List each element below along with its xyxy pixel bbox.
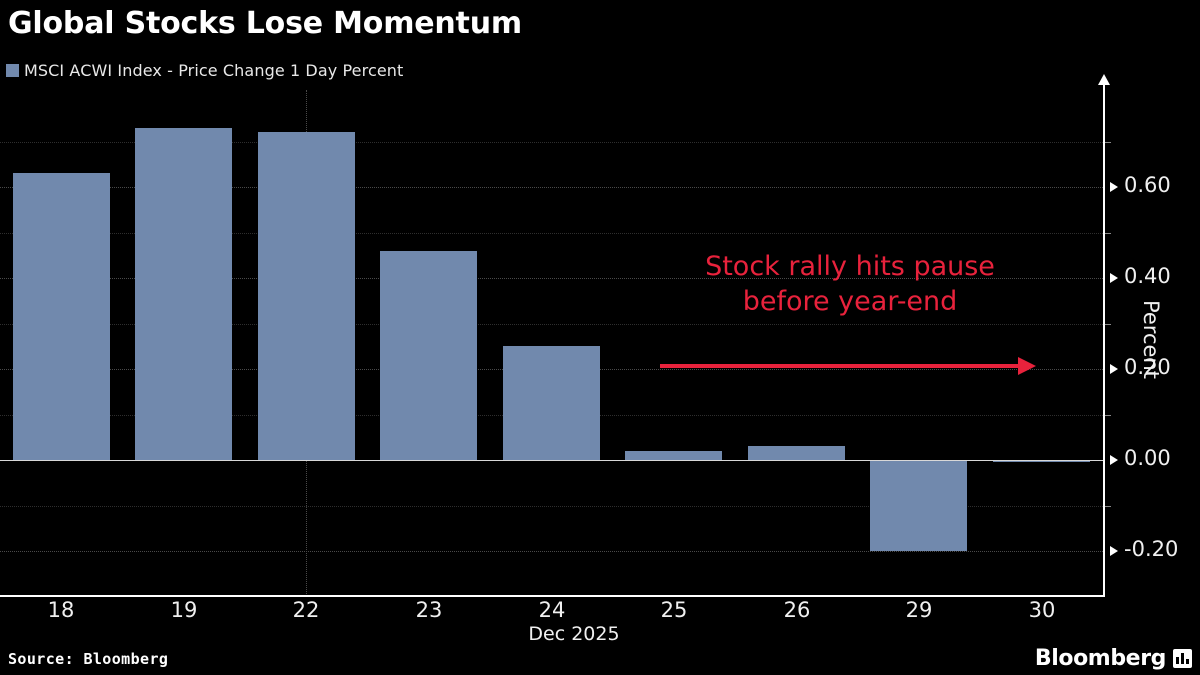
x-tick-label-23: 23 <box>415 598 443 622</box>
x-tick-label-26: 26 <box>783 598 811 622</box>
gridline-minor <box>0 505 1103 507</box>
source-credit: Source: Bloomberg <box>8 650 169 668</box>
y-tick-label: 0.20 <box>1124 355 1171 379</box>
annotation-line-2: before year-end <box>742 286 958 317</box>
legend-swatch-icon <box>6 63 19 77</box>
bar-29[interactable] <box>870 460 967 551</box>
y-axis-arrow-icon <box>1098 74 1110 85</box>
x-tick-label-25: 25 <box>660 598 688 622</box>
bar-18[interactable] <box>13 173 110 460</box>
y-tick-arrow-icon <box>1110 364 1118 374</box>
bar-30[interactable] <box>993 460 1090 462</box>
bloomberg-brand: Bloomberg <box>1035 646 1192 671</box>
gridline-minor <box>0 141 1103 143</box>
annotation-arrow-line <box>660 364 1022 368</box>
bar-25[interactable] <box>625 451 722 460</box>
y-tick-arrow-icon <box>1110 455 1118 465</box>
y-tick-label: 0.40 <box>1124 264 1171 288</box>
y-tick-minor <box>1105 141 1111 143</box>
y-tick-minor <box>1105 323 1111 325</box>
x-tick-label-29: 29 <box>905 598 933 622</box>
y-tick-minor <box>1105 414 1111 416</box>
bar-22[interactable] <box>258 132 355 460</box>
gridline-minor <box>0 232 1103 234</box>
x-tick-label-30: 30 <box>1028 598 1056 622</box>
zero-baseline <box>0 460 1103 461</box>
annotation-line-1: Stock rally hits pause <box>705 251 995 282</box>
x-tick-label-24: 24 <box>538 598 566 622</box>
x-tick-label-19: 19 <box>170 598 198 622</box>
y-tick-minor <box>1105 505 1111 507</box>
y-tick-arrow-icon <box>1110 182 1118 192</box>
chart-plot-area <box>0 90 1103 596</box>
page-title: Global Stocks Lose Momentum <box>8 6 522 41</box>
chart-legend: MSCI ACWI Index - Price Change 1 Day Per… <box>6 59 403 81</box>
y-tick-label: 0.60 <box>1124 173 1171 197</box>
bar-26[interactable] <box>748 446 845 460</box>
chart-annotation: Stock rally hits pause before year-end <box>660 249 1040 319</box>
y-tick-label: 0.00 <box>1124 446 1171 470</box>
y-tick-minor <box>1105 232 1111 234</box>
y-tick-arrow-icon <box>1110 546 1118 556</box>
gridline-major <box>0 551 1103 552</box>
bar-23[interactable] <box>380 251 477 460</box>
gridline-major <box>0 278 1103 279</box>
bloomberg-logo-icon <box>1173 649 1192 668</box>
y-tick-label: -0.20 <box>1124 537 1179 561</box>
brand-label: Bloomberg <box>1034 646 1167 671</box>
y-tick-arrow-icon <box>1110 273 1118 283</box>
x-tick-label-22: 22 <box>292 598 320 622</box>
x-axis-line <box>0 595 1105 597</box>
gridline-major <box>0 187 1103 188</box>
bar-24[interactable] <box>503 346 600 460</box>
annotation-arrow-head-icon <box>1018 357 1036 375</box>
y-axis-title: Percent <box>1139 300 1163 380</box>
bar-19[interactable] <box>135 128 232 460</box>
y-axis-line <box>1103 82 1105 596</box>
gridline-minor <box>0 323 1103 325</box>
x-axis-title: Dec 2025 <box>528 623 620 645</box>
legend-item-label: MSCI ACWI Index - Price Change 1 Day Per… <box>24 60 404 80</box>
x-tick-label-18: 18 <box>47 598 75 622</box>
plot-canvas <box>0 90 1103 596</box>
